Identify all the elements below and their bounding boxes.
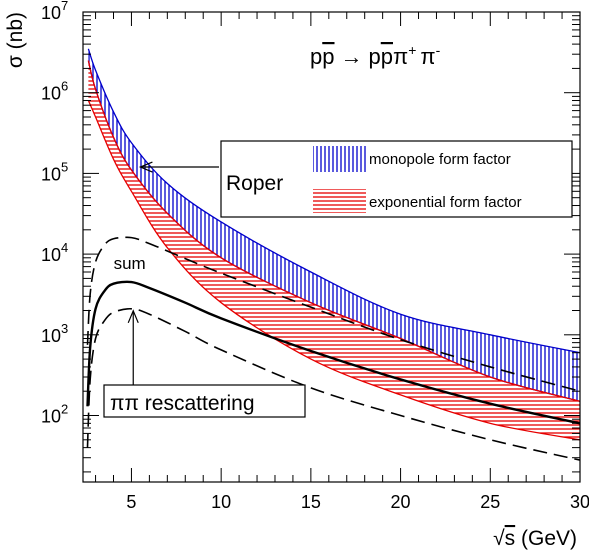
y-tick-label: 107 [41, 0, 68, 23]
monopole-band-upper-edge [87, 48, 580, 354]
legend-swatch-exponential [313, 189, 366, 213]
monopole-band-fill [88, 48, 580, 402]
y-tick-label: 105 [41, 159, 68, 184]
exponential-band-upper-edge [87, 60, 580, 402]
bands-layer [87, 48, 580, 441]
exponential-band-lower-edge [87, 100, 580, 441]
process-title: pp → ppπ+ π- [310, 42, 441, 69]
y-tick-labels: 102 103 104 105 106 107 [41, 0, 68, 427]
axis-ticks [83, 11, 581, 482]
x-tick-label: 15 [301, 492, 321, 512]
x-tick-label: 5 [126, 492, 136, 512]
y-tick-label: 103 [41, 321, 68, 346]
x-axis-label: √s (GeV) [493, 527, 577, 550]
rescattering-label: ππ rescattering [110, 392, 255, 415]
y-tick-label: 106 [41, 79, 68, 104]
rescattering-upper-dashed-curve [86, 236, 580, 392]
legend-label-monopole: monopole form factor [369, 151, 511, 168]
sum-label: sum [114, 254, 146, 273]
x-tick-label: 30 [570, 492, 589, 512]
legend-swatch-monopole [313, 146, 366, 172]
legend-box [220, 140, 573, 218]
x-tick-label: 10 [211, 492, 231, 512]
y-tick-label: 104 [41, 240, 68, 265]
rescattering-lower-dashed-curve [86, 307, 580, 461]
rescattering-box [103, 384, 306, 418]
plot-frame [82, 11, 581, 483]
legend: monopole form factor exponential form fa… [220, 140, 573, 218]
rescattering-annotation: ππ rescattering [103, 309, 306, 418]
exponential-band-fill [88, 60, 580, 440]
x-tick-label: 25 [480, 492, 500, 512]
roper-arrow [138, 161, 219, 173]
legend-roper-label: Roper [226, 172, 283, 195]
y-axis-label: σ (nb) [4, 12, 27, 68]
x-tick-labels: 5 10 15 20 25 30 [126, 492, 589, 512]
lines-layer [86, 236, 580, 461]
sum-curve [86, 280, 580, 425]
x-tick-label: 20 [391, 492, 411, 512]
legend-label-exponential: exponential form factor [369, 194, 522, 211]
y-tick-label: 102 [41, 402, 68, 427]
